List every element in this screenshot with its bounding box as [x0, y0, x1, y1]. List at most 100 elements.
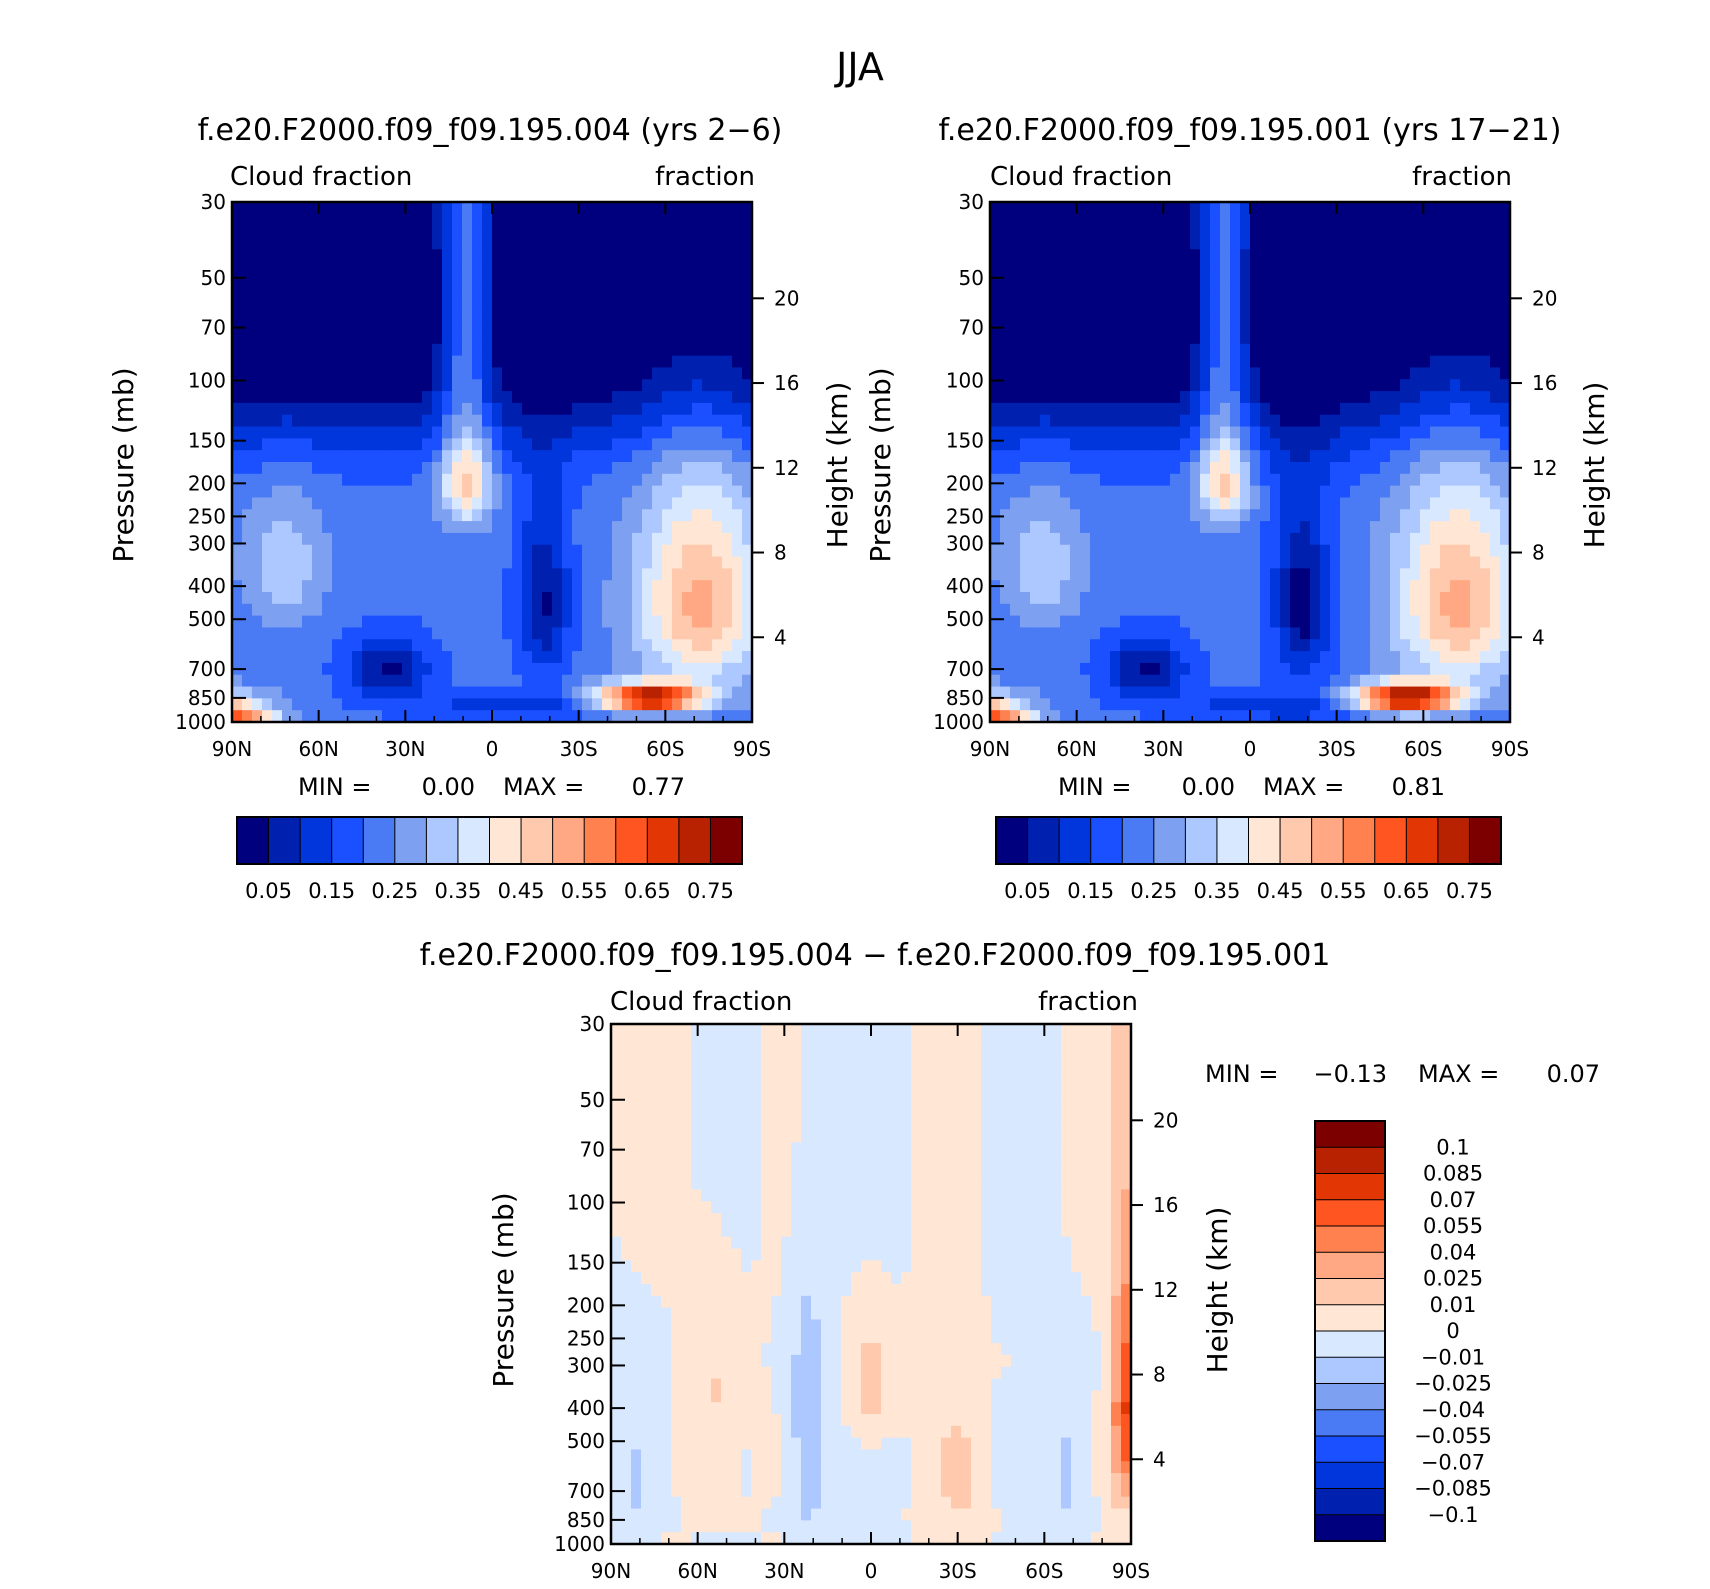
- field-cell: [1110, 521, 1121, 534]
- field-cell: [1180, 202, 1191, 215]
- field-cell: [352, 532, 363, 546]
- field-cell: [342, 521, 353, 534]
- field-cell: [562, 662, 573, 676]
- field-cell: [1420, 332, 1431, 345]
- field-cell: [1450, 710, 1461, 723]
- field-cell: [1500, 462, 1511, 475]
- field-cell: [562, 485, 573, 499]
- field-cell: [1430, 213, 1441, 227]
- field-cell: [542, 237, 553, 250]
- field-cell: [442, 414, 453, 428]
- field-cell: [462, 450, 473, 463]
- field-cell: [1400, 225, 1411, 239]
- field-cell: [1080, 698, 1091, 711]
- field-cell: [652, 509, 663, 522]
- field-cell: [1210, 639, 1221, 652]
- field-cell: [672, 615, 683, 629]
- field-cell: [672, 473, 683, 487]
- field-cell: [1360, 343, 1371, 357]
- field-cell: [1140, 332, 1151, 345]
- field-cell: [1400, 213, 1411, 227]
- field-cell: [292, 438, 303, 451]
- field-cell: [1050, 402, 1061, 416]
- field-cell: [592, 343, 603, 357]
- field-cell: [1240, 639, 1251, 652]
- field-cell: [631, 1035, 642, 1049]
- field-cell: [1470, 532, 1481, 546]
- field-cell: [1060, 603, 1071, 617]
- field-cell: [1390, 662, 1401, 676]
- field-cell: [602, 509, 613, 522]
- field-cell: [1091, 1024, 1102, 1037]
- field-cell: [392, 603, 403, 617]
- field-cell: [582, 497, 593, 510]
- field-cell: [502, 450, 513, 463]
- field-cell: [482, 237, 493, 250]
- field-cell: [1320, 532, 1331, 546]
- field-cell: [1480, 426, 1491, 439]
- field-cell: [1500, 284, 1511, 298]
- field-cell: [1090, 639, 1101, 652]
- field-cell: [672, 603, 683, 617]
- field-cell: [272, 592, 283, 605]
- field-cell: [1500, 402, 1511, 416]
- field-cell: [652, 426, 663, 439]
- field-cell: [1070, 627, 1081, 640]
- field-cell: [831, 1059, 842, 1072]
- field-cell: [422, 686, 433, 699]
- field-cell: [931, 1047, 942, 1061]
- field-cell: [302, 627, 313, 640]
- field-cell: [652, 674, 663, 688]
- field-cell: [1190, 261, 1201, 274]
- field-cell: [702, 343, 713, 357]
- field-cell: [851, 1024, 862, 1037]
- field-cell: [1190, 402, 1201, 416]
- field-cell: [352, 710, 363, 723]
- field-cell: [1400, 237, 1411, 250]
- field-cell: [382, 379, 393, 392]
- field-cell: [1330, 651, 1341, 664]
- field-cell: [1470, 402, 1481, 416]
- field-cell: [532, 674, 543, 688]
- field-cell: [302, 391, 313, 404]
- field-cell: [861, 1024, 872, 1037]
- field-cell: [312, 568, 323, 581]
- field-cell: [362, 426, 373, 439]
- field-cell: [722, 438, 733, 451]
- field-cell: [1480, 497, 1491, 510]
- field-cell: [302, 225, 313, 239]
- field-cell: [1090, 450, 1101, 463]
- field-cell: [1330, 497, 1341, 510]
- field-cell: [1390, 272, 1401, 286]
- field-cell: [1021, 1035, 1032, 1049]
- field-cell: [612, 698, 623, 711]
- field-cell: [672, 556, 683, 569]
- field-cell: [990, 544, 1001, 558]
- field-cell: [232, 698, 243, 711]
- field-cell: [242, 592, 253, 605]
- field-cell: [1500, 379, 1511, 392]
- field-cell: [990, 249, 1001, 262]
- field-cell: [682, 213, 693, 227]
- field-cell: [432, 391, 443, 404]
- field-cell: [722, 592, 733, 605]
- field-cell: [262, 627, 273, 640]
- field-cell: [1420, 213, 1431, 227]
- field-cell: [312, 627, 323, 640]
- field-cell: [312, 674, 323, 688]
- field-cell: [1000, 497, 1011, 510]
- field-cell: [1250, 367, 1261, 380]
- field-cell: [1130, 202, 1141, 215]
- field-cell: [1170, 710, 1181, 723]
- field-cell: [502, 592, 513, 605]
- field-cell: [1280, 521, 1291, 534]
- field-cell: [742, 639, 753, 652]
- field-cell: [1150, 485, 1161, 499]
- field-cell: [232, 532, 243, 546]
- field-cell: [1370, 332, 1381, 345]
- field-cell: [512, 272, 523, 286]
- field-cell: [572, 662, 583, 676]
- field-cell: [1080, 225, 1091, 239]
- field-cell: [542, 462, 553, 475]
- field-cell: [492, 320, 503, 333]
